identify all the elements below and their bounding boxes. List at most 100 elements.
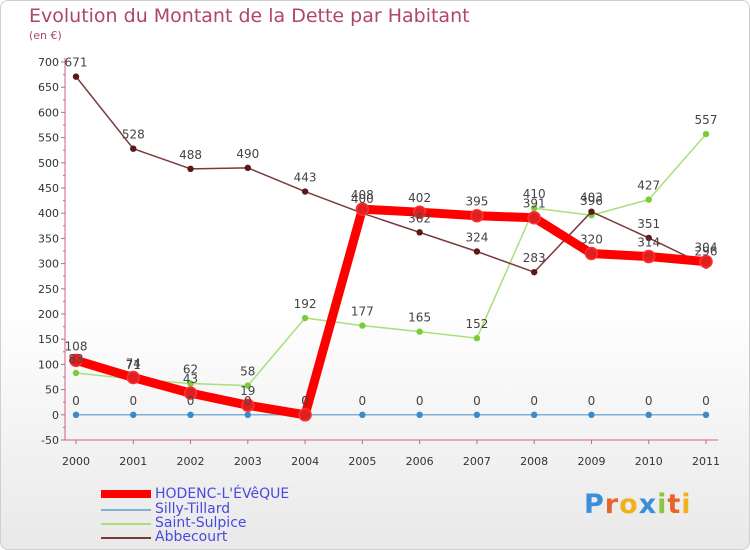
legend-swatch-hodenc [101, 490, 151, 498]
data-label-hodenc: 314 [637, 236, 660, 250]
data-label-abbecourt: 283 [523, 251, 546, 265]
x-tick-label: 2003 [234, 455, 262, 468]
legend-label-silly-tillard: Silly-Tillard [155, 501, 231, 517]
data-point-abbecourt [588, 208, 595, 215]
legend-swatch-abbecourt [101, 537, 151, 539]
data-point-abbecourt [130, 145, 137, 152]
data-point-hodenc [470, 208, 484, 223]
data-point-silly-tillard [473, 411, 481, 418]
data-point-hodenc [412, 205, 427, 219]
data-point-hodenc [241, 398, 255, 412]
data-point-silly-tillard [530, 411, 538, 418]
logo-letter: r [604, 489, 620, 520]
data-label-saint-sulpice: 71 [126, 358, 141, 372]
y-tick-label: 200 [38, 308, 59, 321]
y-tick-label: 250 [38, 283, 59, 296]
data-label-silly-tillard: 0 [187, 394, 195, 408]
data-point-silly-tillard [588, 411, 595, 418]
data-label-saint-sulpice: 557 [695, 113, 718, 127]
legend-item-hodenc: HODENC-L'ÉVêQUE [101, 486, 361, 502]
data-label-saint-sulpice: 396 [580, 194, 603, 208]
data-point-abbecourt [301, 188, 309, 195]
data-label-silly-tillard: 0 [702, 394, 710, 408]
data-label-abbecourt: 400 [351, 192, 374, 206]
data-label-hodenc: 74 [126, 357, 141, 371]
data-point-saint-sulpice [645, 196, 652, 203]
data-point-hodenc [126, 370, 141, 385]
data-point-silly-tillard [645, 411, 652, 418]
data-label-saint-sulpice: 177 [351, 305, 374, 319]
legend-item-saint-sulpice: Saint-Sulpice [101, 515, 361, 531]
y-tick-label: 450 [38, 182, 59, 195]
data-label-silly-tillard: 0 [530, 394, 538, 408]
data-label-silly-tillard: 0 [72, 394, 80, 408]
data-point-hodenc [183, 386, 198, 400]
data-label-silly-tillard: 0 [129, 394, 137, 408]
data-point-saint-sulpice [359, 322, 366, 329]
proxiti-logo: Proxiti [584, 489, 692, 520]
data-label-hodenc: 108 [65, 339, 88, 353]
data-label-silly-tillard: 0 [588, 394, 596, 408]
data-label-abbecourt: 362 [408, 211, 431, 225]
x-tick-label: 2009 [577, 455, 605, 468]
data-label-abbecourt: 324 [465, 231, 488, 245]
data-point-saint-sulpice [72, 369, 80, 377]
data-point-hodenc [699, 254, 713, 269]
x-tick-label: 2004 [291, 455, 319, 468]
data-point-saint-sulpice [187, 380, 194, 387]
x-tick-label: 2001 [119, 455, 147, 468]
data-point-saint-sulpice [702, 130, 710, 138]
data-label-abbecourt: 488 [179, 148, 202, 162]
y-tick-label: 300 [38, 258, 59, 271]
data-label-hodenc: 402 [408, 191, 431, 205]
data-label-abbecourt: 490 [236, 147, 259, 161]
data-label-saint-sulpice: 165 [408, 311, 431, 325]
data-label-hodenc: 0 [301, 394, 309, 408]
data-point-saint-sulpice [301, 314, 309, 322]
data-label-hodenc: 304 [695, 241, 718, 255]
data-point-abbecourt [244, 164, 252, 172]
y-tick-label: 700 [38, 56, 59, 69]
data-point-saint-sulpice [473, 334, 481, 342]
x-tick-label: 2011 [692, 455, 720, 468]
y-tick-label: -50 [41, 434, 59, 447]
data-label-saint-sulpice: 83 [68, 352, 83, 366]
data-point-abbecourt [530, 268, 538, 276]
data-point-silly-tillard [244, 411, 252, 418]
x-tick-label: 2006 [406, 455, 434, 468]
y-tick-label: 100 [38, 358, 59, 371]
data-label-saint-sulpice: 62 [183, 363, 198, 377]
data-point-silly-tillard [130, 411, 137, 418]
data-label-hodenc: 19 [240, 384, 255, 398]
series-line-saint-sulpice [75, 133, 707, 387]
logo-letter: o [619, 489, 639, 520]
legend-item-abbecourt: Abbecourt [101, 529, 361, 545]
data-label-saint-sulpice: 152 [465, 317, 488, 331]
data-label-hodenc: 391 [523, 197, 546, 211]
x-tick-label: 2002 [177, 455, 205, 468]
logo-letter: P [584, 489, 605, 520]
data-point-saint-sulpice [416, 328, 423, 335]
data-label-hodenc: 43 [183, 372, 198, 386]
data-label-abbecourt: 671 [65, 56, 88, 70]
data-point-abbecourt [187, 165, 194, 173]
data-point-abbecourt [645, 234, 652, 242]
y-tick-label: 400 [38, 207, 59, 220]
data-label-saint-sulpice: 58 [240, 365, 255, 379]
y-tick-label: 350 [38, 232, 59, 245]
data-label-saint-sulpice: 427 [637, 179, 660, 193]
data-point-hodenc [298, 408, 312, 422]
logo-letter: i [681, 489, 692, 520]
data-label-hodenc: 408 [351, 188, 374, 202]
y-tick-label: 150 [38, 333, 59, 346]
data-point-hodenc [584, 246, 599, 261]
data-point-silly-tillard [702, 411, 710, 418]
data-label-abbecourt: 528 [122, 128, 145, 142]
logo-letter: x [638, 489, 658, 520]
data-label-silly-tillard: 0 [244, 394, 252, 408]
data-point-hodenc [641, 249, 656, 264]
chart-unit: (en €) [29, 29, 62, 42]
data-label-hodenc: 395 [465, 195, 488, 209]
data-point-hodenc [355, 202, 370, 216]
